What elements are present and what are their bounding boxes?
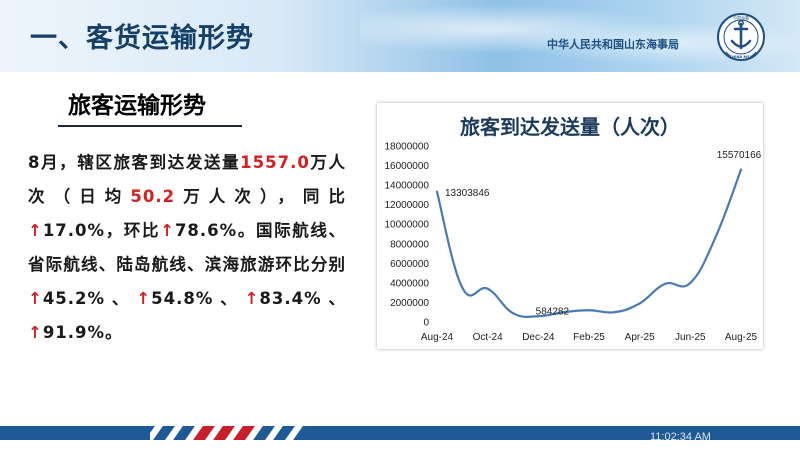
- data-point: [714, 235, 717, 239]
- paragraph-text: 78.6%。国际航线、省际航线、陆岛航线、滨海旅游环比分别: [28, 221, 346, 274]
- section-underline: [58, 125, 242, 127]
- data-point: [562, 311, 565, 314]
- x-tick-label: Feb-25: [573, 332, 605, 343]
- highlight-number: 1557.0: [240, 153, 310, 172]
- summary-paragraph: 8月，辖区旅客到达发送量1557.0万人次（日均50.2万人次），同比↑17.0…: [28, 146, 346, 350]
- paragraph-text: 54.8%、: [151, 289, 245, 308]
- data-point: [486, 287, 489, 290]
- org-name: 中华人民共和国山东海事局: [547, 38, 679, 51]
- up-arrow-icon: ↑: [244, 289, 260, 308]
- data-point: [663, 282, 667, 286]
- data-point: [739, 168, 743, 171]
- x-tick-label: Jun-25: [675, 332, 706, 343]
- data-label: 584282: [536, 306, 570, 317]
- y-tick-label: 10000000: [385, 220, 430, 231]
- header-banner: 一、客货运输形势 中华人民共和国山东海事局 中国海事 CHINA MSA: [0, 0, 800, 72]
- y-tick-label: 16000000: [385, 161, 430, 172]
- paragraph-text: 83.4%、: [259, 289, 346, 308]
- paragraph-text: 万人次（日均: [28, 153, 347, 206]
- x-tick-label: Oct-24: [473, 332, 503, 343]
- logo-text: 中国海事: [733, 15, 749, 21]
- y-tick-label: 14000000: [385, 181, 430, 192]
- passenger-chart: 旅客到达发送量（人次） 0 2000000 4000000 6000000 800000…: [377, 103, 763, 349]
- data-label: 15570166: [717, 150, 762, 161]
- y-tick-label: 4000000: [390, 278, 429, 289]
- paragraph-text: 万人次），同比: [175, 187, 346, 206]
- paragraph-text: 91.9%。: [42, 323, 123, 342]
- data-point: [461, 286, 464, 289]
- paragraph-text: 45.2%、: [42, 289, 137, 308]
- y-tick-label: 2000000: [390, 298, 429, 309]
- footer-stripes: [150, 420, 320, 446]
- x-tick-label: Dec-24: [522, 332, 555, 343]
- page-title: 一、客货运输形势: [30, 23, 254, 54]
- highlight-number: 50.2: [130, 187, 176, 206]
- chart-title: 旅客到达发送量（人次）: [460, 115, 680, 139]
- x-tick-label: Aug-25: [725, 332, 758, 343]
- logo-caption: CHINA MSA: [730, 55, 753, 59]
- footer-stripe: [280, 420, 308, 446]
- data-point: [587, 309, 591, 312]
- up-arrow-icon: ↑: [136, 289, 152, 308]
- timestamp: 11:02:34 AM: [650, 431, 711, 443]
- paragraph-text: 17.0%，环比: [42, 221, 161, 240]
- y-tick-label: 0: [423, 318, 429, 329]
- y-tick-label: 8000000: [390, 239, 429, 250]
- data-point: [537, 315, 540, 318]
- data-label: 13303846: [445, 188, 490, 199]
- data-point: [613, 311, 616, 314]
- data-point: [689, 281, 692, 285]
- section-title: 旅客运输形势: [68, 93, 206, 119]
- y-tick-label: 6000000: [390, 259, 429, 270]
- up-arrow-icon: ↑: [28, 289, 43, 308]
- up-arrow-icon: ↑: [28, 221, 43, 240]
- y-tick-label: 18000000: [385, 142, 430, 153]
- x-tick-label: Aug-24: [421, 332, 454, 343]
- y-tick-label: 12000000: [385, 200, 430, 211]
- msa-logo: 中国海事 CHINA MSA: [717, 13, 765, 61]
- up-arrow-icon: ↑: [28, 323, 43, 342]
- data-point: [435, 190, 439, 194]
- paragraph-text: 8月，辖区旅客到达发送量: [28, 153, 241, 172]
- data-point: [638, 302, 641, 305]
- x-tick-label: Apr-25: [625, 332, 655, 343]
- up-arrow-icon: ↑: [160, 221, 175, 240]
- chart-plot: 0 2000000 4000000 6000000 8000000 10000000 120…: [385, 142, 762, 344]
- data-point: [511, 312, 515, 315]
